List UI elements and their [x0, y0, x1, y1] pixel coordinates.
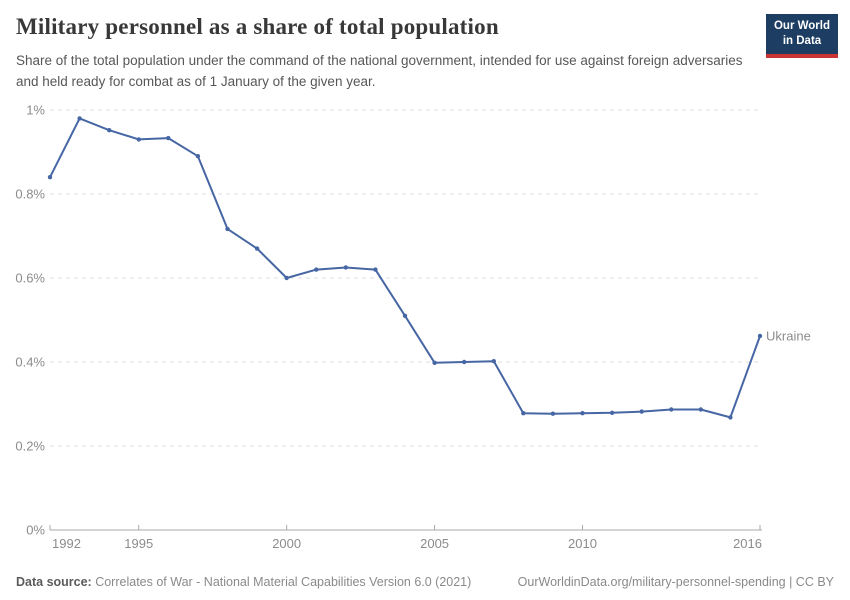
x-tick-label: 2000: [272, 536, 301, 551]
data-point: [580, 411, 585, 416]
series-end-label[interactable]: Ukraine: [766, 328, 811, 343]
data-point: [639, 409, 644, 414]
owid-logo-line2: in Data: [782, 34, 822, 47]
y-tick-label: 0%: [26, 523, 45, 538]
line-chart: 0% 0.2% 0.4% 0.6% 0.8% 1% 1992 1995 2000 2005 2010…: [15, 103, 811, 552]
x-tick-label: 2010: [568, 536, 597, 551]
data-point: [195, 154, 201, 159]
owid-logo-line1: Our World: [773, 20, 830, 32]
data-point: [284, 275, 289, 281]
x-tick-label: 2005: [420, 536, 449, 551]
x-tick-label: 2016: [733, 536, 762, 551]
chart-header: Military personnel as a share of total p…: [16, 14, 838, 93]
data-point: [550, 411, 556, 416]
chart-plot-area: 0% 0.2% 0.4% 0.6% 0.8% 1% 1992 1995 2000 2005 2010…: [0, 100, 850, 560]
data-source-label: Data source:: [16, 575, 92, 589]
chart-footer: Data source: Correlates of War - Nationa…: [16, 575, 834, 589]
owid-logo[interactable]: Our World in Data: [766, 14, 838, 58]
chart-title: Military personnel as a share of total p…: [16, 14, 499, 39]
data-point: [698, 407, 703, 412]
y-tick-label: 0.6%: [15, 271, 45, 286]
data-point: [225, 226, 230, 232]
data-point: [728, 415, 733, 420]
data-point: [609, 410, 615, 415]
data-point: [136, 137, 141, 142]
data-point: [343, 265, 348, 270]
data-point: [166, 135, 171, 141]
data-point: [254, 246, 260, 251]
data-point: [491, 359, 496, 364]
data-point: [432, 360, 437, 365]
data-point: [314, 267, 319, 272]
data-point: [47, 175, 53, 180]
data-source-text: Correlates of War - National Material Ca…: [91, 575, 472, 589]
data-source: Data source: Correlates of War - Nationa…: [16, 575, 471, 589]
data-point: [402, 313, 408, 318]
data-point: [77, 116, 82, 121]
data-point: [462, 359, 467, 365]
data-point: [373, 267, 378, 272]
series-line: [49, 117, 761, 419]
y-tick-label: 0.4%: [15, 355, 45, 370]
x-tick-label: 1995: [124, 536, 153, 551]
y-tick-label: 1%: [26, 103, 45, 118]
y-tick-label: 0.2%: [15, 439, 45, 454]
x-tick-label: 1992: [52, 536, 81, 551]
data-point: [107, 128, 112, 133]
data-point: [757, 333, 763, 339]
data-point: [669, 407, 674, 412]
data-point: [521, 411, 526, 416]
footer-link[interactable]: OurWorldinData.org/military-personnel-sp…: [517, 575, 834, 589]
chart-subtitle: Share of the total population under the …: [16, 53, 743, 90]
y-tick-label: 0.8%: [15, 187, 45, 202]
